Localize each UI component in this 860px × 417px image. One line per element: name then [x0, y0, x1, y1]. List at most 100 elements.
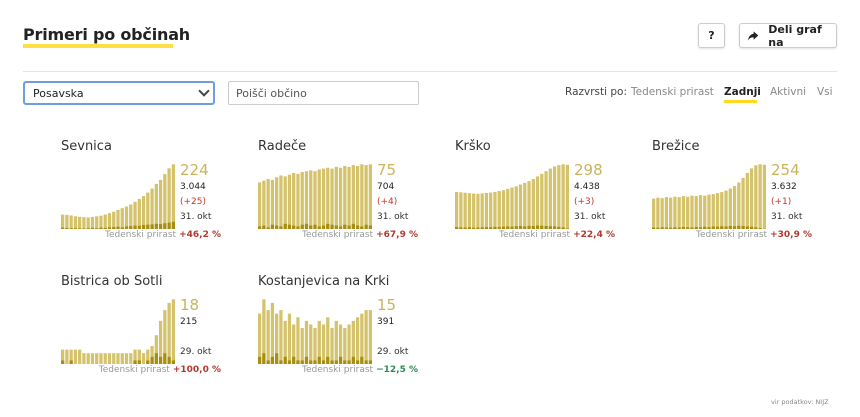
- daily-cases-bar: [146, 224, 150, 229]
- active-cases-bar: [355, 317, 360, 364]
- active-cases: 75: [377, 161, 397, 179]
- daily-cases-bar: [737, 225, 741, 229]
- active-cases-bar: [78, 349, 82, 364]
- active-cases-bar: [112, 211, 116, 229]
- active-cases-bar: [565, 164, 569, 229]
- active-cases-bar: [309, 170, 313, 229]
- active-cases-bar: [548, 168, 552, 229]
- daily-cases-bar: [270, 356, 275, 364]
- share-button[interactable]: Deli graf na: [739, 22, 837, 49]
- daily-cases-bar: [472, 227, 476, 229]
- municipality-card[interactable]: Kostanjevica na Krki 15 391 29. okt Tedenski…: [258, 274, 418, 389]
- page-title: Primeri po občinah: [23, 25, 190, 44]
- active-cases-bar: [279, 175, 283, 229]
- total-cases: 3.044: [180, 182, 206, 192]
- daily-cases-bar: [107, 227, 112, 229]
- active-cases-bar: [171, 299, 175, 364]
- weekly-growth-value: +100,0 %: [172, 365, 221, 375]
- active-cases-bar: [501, 190, 506, 229]
- active-cases-bar: [355, 166, 360, 229]
- active-cases-bar: [61, 214, 65, 229]
- daily-cases-bar: [510, 226, 514, 229]
- active-cases-bar: [163, 310, 167, 364]
- daily-cases-bar: [304, 356, 309, 364]
- active-cases-bar: [154, 183, 158, 229]
- active-cases-bar: [664, 197, 669, 229]
- daily-cases-bar: [343, 224, 347, 229]
- municipality-card[interactable]: Sevnica 224 3.044 (+25) 31. okt Tedenski prir…: [61, 139, 221, 254]
- share-button-label: Deli graf na: [768, 22, 822, 49]
- daily-cases-bar: [334, 225, 338, 229]
- active-cases-bar: [368, 310, 372, 364]
- region-select-value: Posavska: [33, 86, 84, 100]
- active-cases-bar: [163, 174, 167, 229]
- daily-cases-bar: [279, 226, 283, 229]
- last-date: 31. okt: [180, 212, 212, 222]
- daily-cases-bar: [150, 356, 154, 364]
- daily-cases-bar: [351, 223, 355, 229]
- municipality-card[interactable]: Krško 298 4.438 (+3) 31. okt Tedenski prirast…: [455, 139, 615, 254]
- daily-cases-bar: [664, 227, 669, 229]
- last-date: 31. okt: [574, 212, 606, 222]
- daily-cases-bar: [368, 225, 372, 229]
- daily-cases-bar: [703, 226, 707, 229]
- municipality-card[interactable]: Bistrica ob Sotli 18 215 29. okt Tedenski pr…: [61, 274, 221, 389]
- active-cases: 298: [574, 161, 603, 179]
- daily-cases-bar: [732, 226, 737, 229]
- sort-option-weekly[interactable]: Tedenski prirast: [631, 86, 714, 98]
- daily-cases-bar: [501, 226, 506, 229]
- daily-cases-bar: [351, 356, 355, 364]
- sort-option-active[interactable]: Aktivni: [770, 86, 807, 98]
- active-cases-bar: [171, 164, 175, 229]
- active-cases-bar: [330, 328, 334, 364]
- active-cases-bar: [484, 192, 489, 229]
- daily-cases-bar: [552, 226, 557, 229]
- daily-cases-bar: [360, 356, 364, 364]
- active-cases-bar: [552, 166, 557, 229]
- daily-change: (+1): [771, 197, 792, 207]
- daily-cases-bar: [304, 223, 309, 229]
- active-cases-bar: [686, 196, 690, 229]
- active-cases-bar: [146, 192, 150, 229]
- active-cases-bar: [133, 349, 137, 364]
- active-cases-bar: [73, 216, 78, 229]
- daily-cases-bar: [355, 360, 360, 364]
- active-cases-bar: [364, 310, 368, 364]
- sort-option-latest[interactable]: Zadnji: [724, 86, 761, 98]
- weekly-growth-value: +30,9 %: [770, 230, 812, 240]
- municipality-card[interactable]: Radeče 75 704 (+4) 31. okt Tedenski prirast +6…: [258, 139, 418, 254]
- daily-cases-bar: [163, 223, 167, 229]
- help-button[interactable]: ?: [698, 23, 725, 48]
- daily-cases-bar: [544, 225, 548, 229]
- active-cases-bar: [296, 317, 300, 364]
- region-select[interactable]: Posavska: [23, 81, 215, 105]
- daily-cases-bar: [535, 225, 540, 229]
- daily-cases-bar: [171, 221, 175, 229]
- daily-cases-bar: [287, 360, 292, 364]
- municipality-bar-chart: [258, 299, 372, 364]
- daily-cases-bar: [133, 225, 137, 229]
- daily-cases-bar: [360, 226, 364, 229]
- daily-cases-bar: [296, 360, 300, 364]
- daily-cases-bar: [167, 222, 171, 229]
- sort-option-all[interactable]: Vsi: [817, 86, 833, 98]
- daily-cases-bar: [129, 226, 133, 229]
- active-cases-bar: [681, 196, 686, 229]
- daily-cases-bar: [313, 360, 317, 364]
- active-cases-bar: [330, 168, 334, 229]
- daily-cases-bar: [321, 360, 326, 364]
- daily-cases-bar: [652, 227, 656, 229]
- active-cases-bar: [703, 195, 707, 229]
- active-cases-bar: [347, 166, 351, 229]
- daily-cases-bar: [364, 224, 368, 229]
- active-cases-bar: [103, 214, 107, 229]
- search-input[interactable]: [228, 81, 419, 105]
- active-cases-bar: [652, 198, 656, 229]
- active-cases-bar: [141, 353, 146, 364]
- daily-cases-bar: [158, 356, 163, 364]
- daily-cases-bar: [669, 227, 673, 229]
- active-cases-bar: [129, 204, 133, 229]
- daily-cases-bar: [95, 228, 99, 229]
- municipality-card[interactable]: Brežice 254 3.632 (+1) 31. okt Tedenski prira…: [652, 139, 812, 254]
- active-cases-bar: [99, 353, 103, 364]
